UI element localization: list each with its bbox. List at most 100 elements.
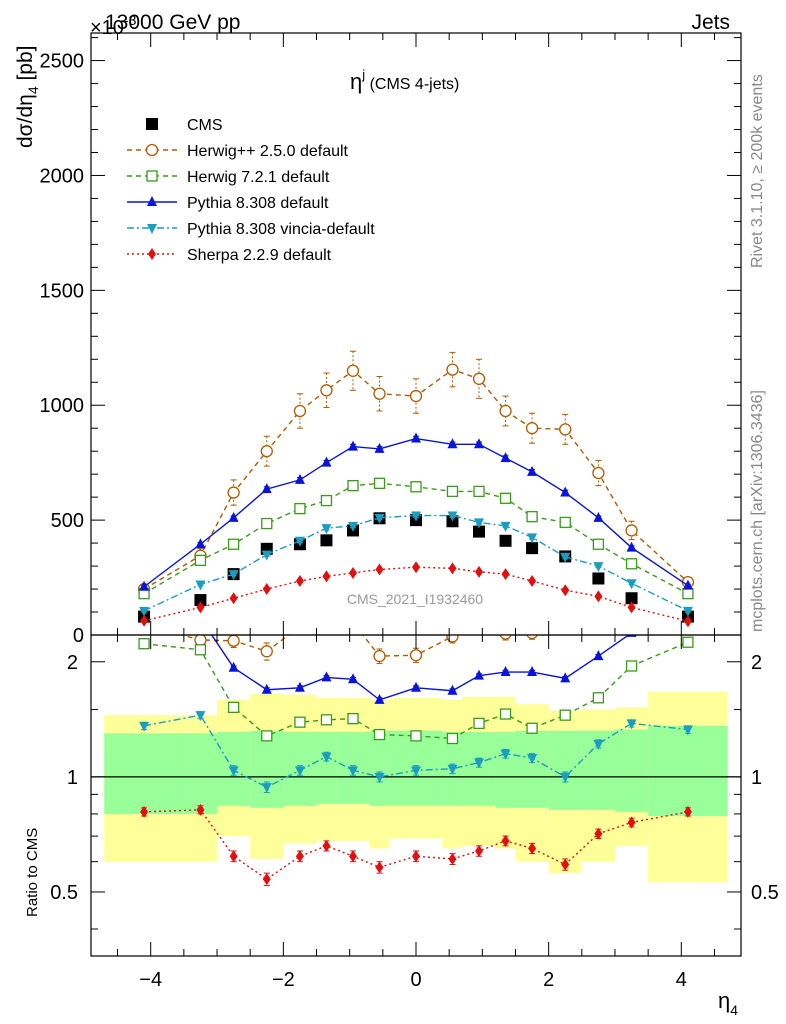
ratio-point-pythia — [411, 681, 421, 692]
uncertainty-band-inner — [369, 730, 390, 806]
ratio-point-herwig7 — [473, 717, 485, 730]
point-herwig7 — [473, 485, 485, 498]
legend-marker-herwigpp — [145, 143, 159, 157]
uncertainty-band-inner — [515, 730, 549, 808]
legend-label: Pythia 8.308 vincia-default — [187, 221, 375, 238]
ratio-point-herwigpp — [474, 621, 485, 632]
ratio-point-sherpa — [295, 850, 304, 863]
ratio-point-sherpa — [196, 803, 205, 816]
point-herwigpp — [625, 524, 638, 537]
y-tick-label: 2000 — [40, 165, 85, 187]
main-data-layer — [137, 350, 695, 628]
ratio-point-herwig7 — [261, 730, 273, 742]
ratio-point-vincia — [294, 766, 305, 777]
point-herwig7 — [446, 485, 459, 498]
ratio-point-herwig7 — [294, 716, 306, 728]
point-vincia — [682, 606, 693, 617]
ratio-series-pythia — [210, 635, 637, 704]
ratio-axis-title: Ratio to CMS — [24, 828, 41, 917]
ratio-point-herwigpp — [321, 614, 332, 625]
point-herwig7 — [373, 477, 386, 490]
point-sherpa — [262, 583, 271, 596]
ratio-series-vincia — [139, 711, 693, 794]
point-vincia — [321, 524, 332, 535]
ratio-point-sherpa — [475, 844, 484, 857]
ratio-point-herwig7 — [347, 712, 359, 725]
legend-label: Sherpa 2.2.9 default — [187, 247, 332, 264]
legend-entry-sherpa: Sherpa 2.2.9 default — [127, 247, 332, 264]
legend-marker-sherpa — [148, 248, 156, 260]
series-sherpa — [140, 561, 692, 628]
point-cms — [320, 534, 333, 547]
ratio-point-herwig7 — [410, 730, 422, 742]
legend-marker-cms — [146, 118, 158, 130]
ratio-point-herwig7 — [446, 732, 459, 745]
point-herwig7 — [526, 511, 538, 523]
point-herwig7 — [499, 492, 512, 504]
point-pythia — [261, 483, 272, 494]
ratio-point-sherpa — [375, 861, 384, 874]
ratio-point-vincia — [139, 721, 150, 732]
x-tick-label: 2 — [543, 969, 554, 991]
series-pythia — [139, 432, 693, 591]
beam-label: 13000 GeV pp — [105, 11, 240, 34]
ratio-point-herwig7 — [373, 728, 386, 741]
point-herwig7 — [227, 538, 240, 550]
point-pythia — [139, 580, 150, 591]
uncertainty-band-inner — [548, 730, 582, 810]
ratio-point-herwig7 — [526, 722, 538, 734]
series-line-herwigpp — [143, 368, 689, 590]
point-pythia — [682, 579, 693, 590]
ratio-point-sherpa — [561, 858, 570, 871]
rivet-label: Rivet 3.1.10, ≥ 200k events — [749, 74, 766, 268]
uncertainty-band-inner — [183, 733, 218, 814]
ratio-point-herwig7 — [194, 644, 207, 656]
ratio-point-sherpa — [229, 850, 238, 863]
point-herwigpp — [293, 404, 307, 418]
point-herwigpp — [559, 423, 572, 436]
point-vincia — [411, 511, 421, 522]
point-pythia — [500, 452, 511, 463]
ratio-series-herwig7 — [138, 636, 694, 745]
point-pythia — [560, 486, 571, 497]
ratio-point-vincia — [195, 711, 206, 722]
y-axis-title: dσ/dη4 [pb] — [14, 45, 41, 148]
ratio-point-herwig7 — [592, 692, 605, 704]
ratio-point-vincia — [593, 739, 604, 750]
point-sherpa — [528, 575, 537, 588]
point-herwig7 — [261, 517, 273, 530]
legend-entry-herwig7: Herwig 7.2.1 default — [127, 169, 330, 186]
point-vincia — [261, 550, 272, 561]
point-sherpa — [295, 575, 304, 588]
uncertainty-band-inner — [316, 732, 337, 804]
point-sherpa — [594, 590, 603, 603]
x-tick-label: 4 — [676, 969, 687, 991]
ratio-point-herwigpp — [560, 611, 571, 622]
point-cms — [194, 594, 207, 607]
point-cms — [592, 572, 605, 585]
point-herwigpp — [409, 389, 423, 403]
ratio-series-herwigpp — [179, 611, 571, 664]
legend-entry-herwigpp: Herwig++ 2.5.0 default — [127, 143, 349, 160]
ratio-point-sherpa — [683, 805, 692, 818]
point-sherpa — [501, 568, 510, 581]
ratio-point-sherpa — [412, 850, 420, 863]
legend-entry-cms: CMS — [146, 117, 223, 134]
point-herwig7 — [347, 479, 359, 492]
ratio-point-herwigpp — [294, 621, 305, 632]
point-cms — [625, 592, 638, 605]
legend-label: CMS — [187, 117, 223, 134]
point-herwigpp — [260, 445, 273, 458]
uncertainty-band-inner — [648, 725, 728, 817]
ratio-point-vincia — [411, 766, 421, 777]
ratio-point-sherpa — [528, 842, 537, 855]
analysis-watermark: CMS_2021_I1932460 — [347, 591, 483, 607]
legend-marker-herwig7 — [146, 170, 158, 182]
ratio-point-sherpa — [627, 816, 636, 829]
point-pythia — [447, 438, 458, 449]
point-sherpa — [196, 601, 205, 614]
point-pythia — [195, 538, 206, 549]
ratio-point-herwigpp — [194, 635, 207, 647]
legend-label: Herwig 7.2.1 default — [187, 169, 330, 186]
